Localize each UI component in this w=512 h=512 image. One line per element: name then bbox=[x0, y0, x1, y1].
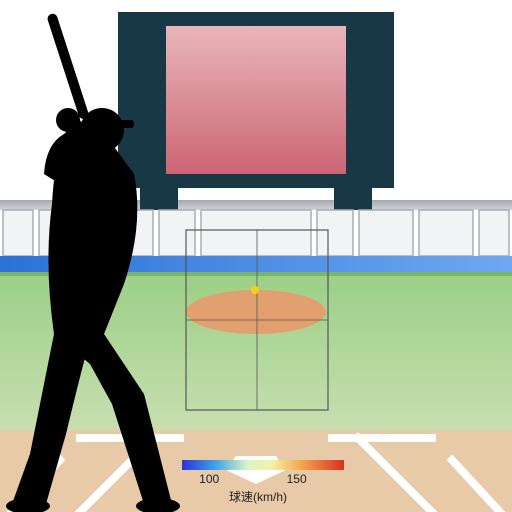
legend-tick: 100 bbox=[199, 472, 219, 486]
pitch-marker bbox=[251, 286, 259, 294]
pitchers-mound bbox=[186, 290, 326, 334]
scoreboard bbox=[118, 12, 394, 210]
speed-legend-bar bbox=[182, 460, 344, 470]
legend-tick: 150 bbox=[287, 472, 307, 486]
pitch-location-diagram bbox=[0, 0, 512, 512]
speed-legend-caption: 球速(km/h) bbox=[229, 488, 287, 505]
